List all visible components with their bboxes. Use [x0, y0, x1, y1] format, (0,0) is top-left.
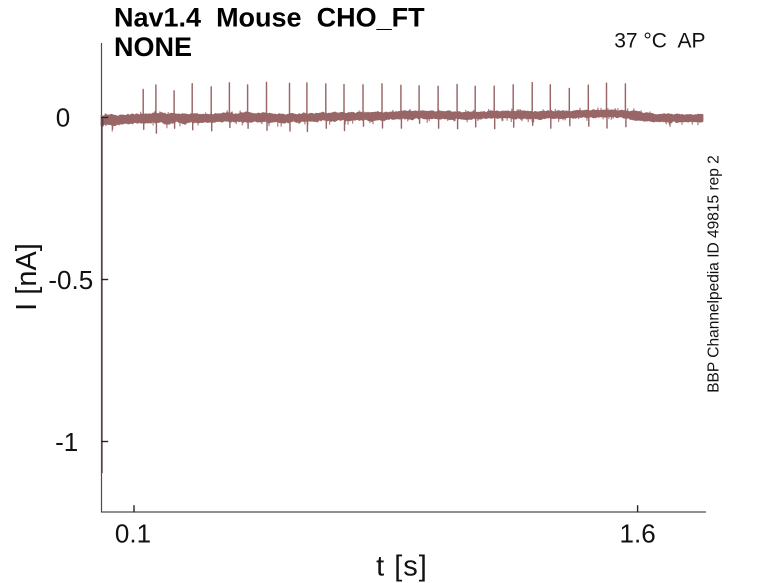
svg-text:t [s]: t [s]: [376, 550, 428, 582]
svg-text:1.6: 1.6: [620, 518, 656, 548]
svg-text:-0.5: -0.5: [48, 265, 93, 295]
svg-text:-1: -1: [55, 427, 78, 457]
svg-text:Nav1.4 Mouse CHO_FT: Nav1.4 Mouse CHO_FT: [114, 2, 425, 32]
svg-text:0: 0: [56, 102, 70, 132]
svg-text:I [nA]: I [nA]: [11, 243, 43, 311]
svg-text:NONE: NONE: [114, 32, 192, 62]
svg-text:0.1: 0.1: [115, 518, 151, 548]
svg-text:BBP Channelpedia ID 49815 rep: BBP Channelpedia ID 49815 rep 2: [706, 155, 723, 393]
svg-text:37 °C AP: 37 °C AP: [614, 30, 705, 53]
